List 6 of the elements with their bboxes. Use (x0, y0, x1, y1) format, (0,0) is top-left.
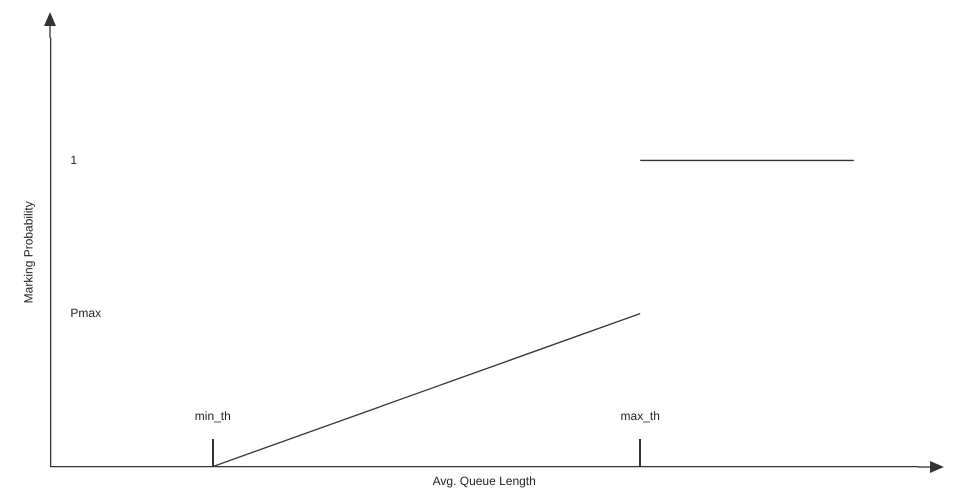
annotation: 1 (70, 152, 78, 167)
y-axis-title: Marking Probability (22, 201, 36, 304)
x-tick-label: min_th (194, 408, 231, 423)
x-tick-label: max_th (620, 408, 660, 423)
x-axis-title: Avg. Queue Length (432, 474, 536, 488)
annotation: Pmax (70, 306, 102, 320)
